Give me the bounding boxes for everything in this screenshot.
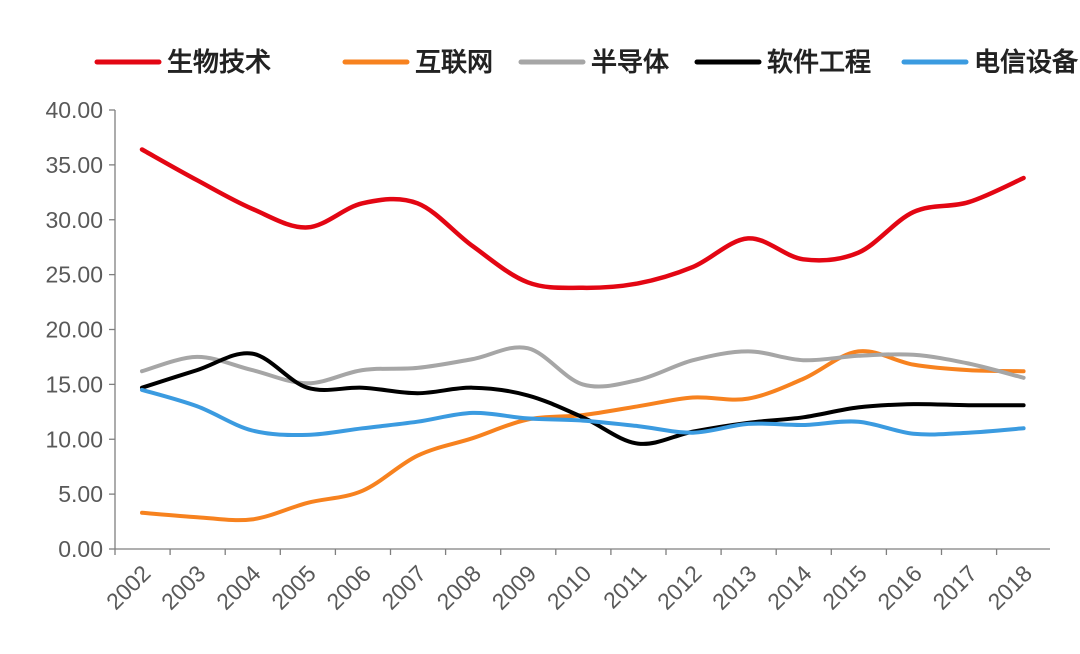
x-tick-label: 2010 bbox=[542, 560, 597, 615]
x-tick-label: 2008 bbox=[432, 560, 487, 615]
x-tick-label: 2002 bbox=[101, 560, 156, 615]
x-tick-label: 2015 bbox=[817, 560, 872, 615]
y-tick-label: 35.00 bbox=[45, 152, 103, 178]
legend-label-4: 软件工程 bbox=[767, 48, 871, 78]
x-tick-label: 2011 bbox=[598, 560, 651, 613]
x-tick-label: 2012 bbox=[652, 560, 707, 615]
y-tick-label: 10.00 bbox=[45, 426, 103, 452]
x-tick-label: 2004 bbox=[211, 560, 266, 615]
x-tick-label: 2016 bbox=[872, 560, 927, 615]
legend-label-2: 互联网 bbox=[415, 48, 493, 78]
x-tick-label: 2003 bbox=[156, 560, 211, 615]
y-tick-label: 20.00 bbox=[45, 317, 103, 343]
y-tick-label: 25.00 bbox=[45, 262, 103, 288]
x-tick-label: 2013 bbox=[707, 560, 762, 615]
x-tick-label: 2009 bbox=[487, 560, 542, 615]
legend-label-1: 生物技术 bbox=[167, 48, 271, 78]
x-tick-label: 2005 bbox=[266, 560, 321, 615]
x-tick-label: 2007 bbox=[376, 560, 431, 615]
y-tick-label: 0.00 bbox=[58, 536, 103, 562]
legend: 生物技术 互联网 半导体 软件工程 电信设备 bbox=[94, 48, 1079, 78]
x-tick-label: 2014 bbox=[762, 560, 817, 615]
y-tick-label: 15.00 bbox=[45, 371, 103, 397]
y-tick-label: 30.00 bbox=[45, 207, 103, 233]
x-tick-label: 2006 bbox=[321, 560, 376, 615]
y-tick-label: 40.00 bbox=[45, 97, 103, 123]
series-line-4 bbox=[140, 351, 1026, 446]
y-tick-label: 5.00 bbox=[58, 481, 103, 507]
series-line-5 bbox=[140, 387, 1026, 437]
series-layer bbox=[139, 147, 1026, 523]
series-line-1 bbox=[139, 147, 1026, 291]
series-line-2 bbox=[140, 349, 1026, 523]
legend-label-3: 半导体 bbox=[591, 48, 670, 78]
x-tick-label: 2017 bbox=[927, 560, 982, 615]
x-tick-label: 2018 bbox=[983, 560, 1038, 615]
legend-label-5: 电信设备 bbox=[974, 48, 1079, 78]
